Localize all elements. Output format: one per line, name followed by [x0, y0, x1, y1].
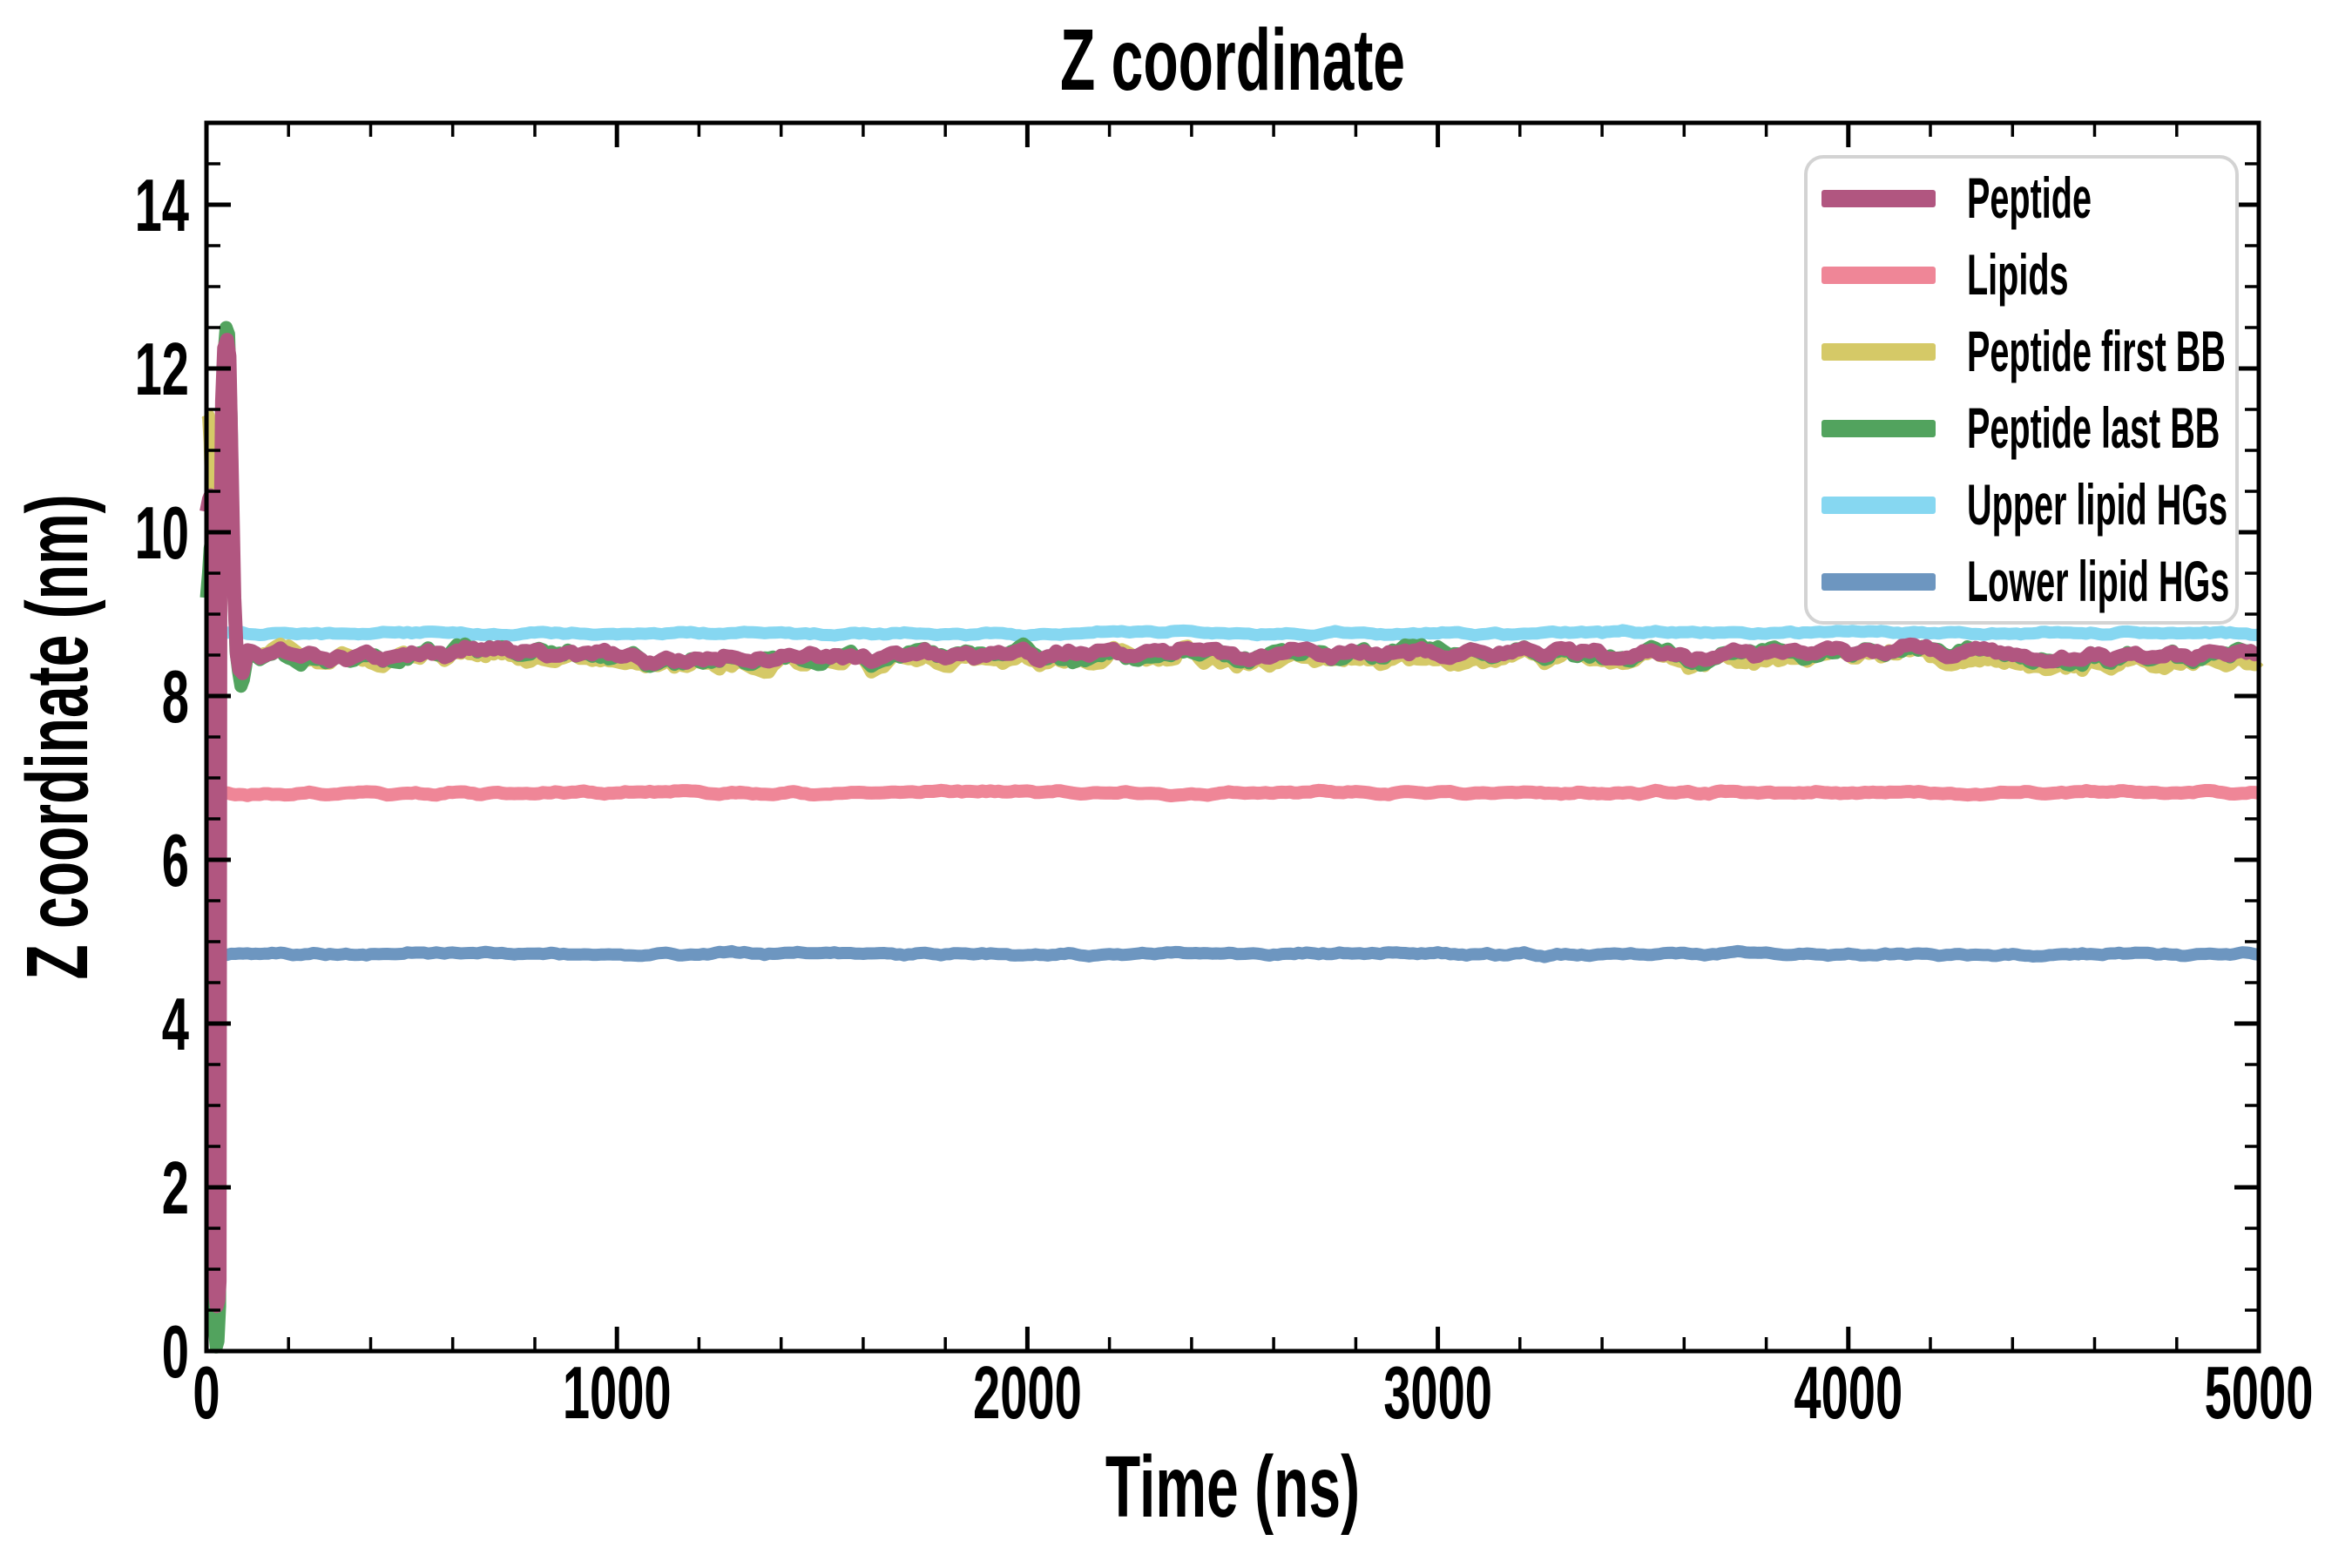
y-tick-label-3: 6 [162, 820, 189, 902]
y-tick-label-6: 12 [135, 328, 189, 410]
legend-label-lower-lipid-hgs: Lower lipid HGs [1967, 550, 2229, 614]
series-line-lower-lipid-hgs [204, 944, 2261, 963]
minor-ticks [206, 123, 2259, 1351]
major-ticks [204, 123, 2261, 1354]
legend-swatch-peptide [1821, 190, 1936, 207]
series-lines [199, 321, 2264, 1354]
x-axis-label: Time (ns) [1105, 1437, 1360, 1535]
y-tick-label-4: 8 [162, 656, 189, 738]
legend-swatch-peptide-last-bb [1821, 420, 1936, 437]
y-tick-label-1: 2 [162, 1147, 189, 1229]
legend-label-upper-lipid-hgs: Upper lipid HGs [1967, 473, 2227, 537]
legend-swatch-peptide-first-bb [1821, 343, 1936, 361]
y-tick-label-7: 14 [135, 165, 189, 247]
series-line-lipids [204, 783, 2261, 802]
legend-label-peptide-last-bb: Peptide last BB [1967, 396, 2220, 461]
x-tick-label-4: 4000 [1794, 1352, 1903, 1434]
axis-tick-labels: 0 1000 2000 3000 4000 5000 0 2 4 6 8 10 12 14 [135, 165, 2314, 1434]
legend-label-peptide-first-bb: Peptide first BB [1967, 320, 2226, 384]
series-line-upper-lipid-hgs [204, 624, 2261, 643]
x-tick-label-2: 2000 [973, 1352, 1082, 1434]
legend-swatch-lipids [1821, 267, 1936, 284]
chart-title: Z coordinate [1060, 10, 1405, 108]
legend-swatch-lower-lipid-hgs [1821, 573, 1936, 591]
axis-ticks [204, 123, 2261, 1354]
legend-swatch-upper-lipid-hgs [1821, 497, 1936, 514]
legend-label-peptide: Peptide [1967, 166, 2092, 231]
legend: Peptide Lipids Peptide first BB Peptide las… [1804, 155, 2239, 625]
x-tick-label-5: 5000 [2205, 1352, 2314, 1434]
series-line-peptide [199, 333, 2262, 1314]
y-tick-label-0: 0 [162, 1311, 189, 1393]
y-tick-label-5: 10 [135, 492, 189, 574]
x-tick-label-1: 1000 [563, 1352, 672, 1434]
x-tick-label-3: 3000 [1383, 1352, 1492, 1434]
y-axis-label: Z coordinate (nm) [8, 494, 105, 979]
x-tick-label-0: 0 [193, 1352, 220, 1434]
legend-label-lipids: Lipids [1967, 243, 2069, 308]
y-tick-label-2: 4 [162, 983, 189, 1065]
